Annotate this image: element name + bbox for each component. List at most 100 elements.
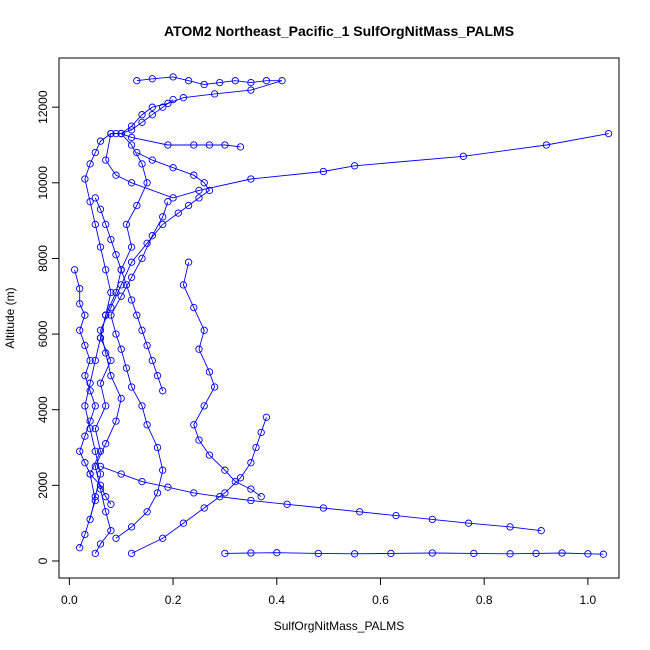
- data-point: [127, 243, 136, 251]
- data-point: [200, 402, 208, 410]
- data-point: [164, 99, 172, 108]
- data-point: [138, 160, 146, 168]
- data-point: [96, 326, 105, 334]
- data-point: [91, 402, 99, 410]
- data-point: [76, 300, 84, 308]
- data-point: [112, 251, 120, 259]
- data-point: [107, 527, 115, 535]
- data-point: [91, 148, 99, 157]
- data-point: [102, 493, 110, 501]
- data-point: [91, 447, 99, 455]
- data-point: [112, 417, 120, 425]
- data-point: [184, 201, 193, 210]
- data-point: [91, 424, 99, 433]
- data-point: [319, 167, 328, 176]
- data-point: [138, 111, 146, 119]
- data-point: [599, 550, 608, 558]
- data-point: [179, 519, 188, 527]
- y-axis: 0 2000 4000 6000 8000 10000 12000: [36, 90, 60, 564]
- series-group: [179, 258, 265, 501]
- data-point: [117, 129, 125, 138]
- data-point: [76, 544, 84, 552]
- series-group: [127, 413, 271, 558]
- data-point: [96, 334, 105, 342]
- data-point: [91, 220, 99, 229]
- data-point: [112, 330, 120, 338]
- data-point: [159, 466, 167, 474]
- data-point: [102, 156, 110, 164]
- data-point: [558, 549, 566, 557]
- data-point: [216, 493, 224, 501]
- data-point: [102, 220, 110, 229]
- x-tick-label: 0.6: [372, 593, 389, 607]
- plot-frame: [58, 57, 620, 579]
- data-point: [117, 266, 125, 274]
- data-point: [537, 527, 545, 535]
- series-group: [221, 549, 608, 558]
- data-point: [190, 489, 198, 497]
- data-point: [127, 549, 136, 558]
- data-point: [96, 379, 105, 387]
- data-point: [96, 462, 105, 471]
- data-point: [169, 95, 177, 104]
- data-point: [190, 421, 198, 429]
- data-point: [164, 483, 172, 491]
- data-point: [96, 470, 105, 478]
- data-point: [200, 80, 208, 89]
- y-tick-label: 10000: [36, 166, 50, 200]
- data-point: [148, 111, 156, 119]
- data-point: [107, 129, 115, 138]
- data-point: [138, 402, 146, 410]
- data-point: [205, 186, 214, 195]
- data-point: [117, 394, 125, 403]
- y-axis-label: Altitude (m): [3, 287, 17, 348]
- series-group: [117, 73, 286, 151]
- data-point: [428, 549, 436, 557]
- data-point: [117, 281, 125, 289]
- data-point: [200, 179, 208, 187]
- data-point: [216, 78, 224, 87]
- data-point: [542, 141, 551, 149]
- data-point: [117, 470, 125, 478]
- data-point: [221, 489, 229, 497]
- data-point: [86, 356, 94, 365]
- data-point: [143, 341, 151, 350]
- data-point: [247, 549, 255, 557]
- data-point: [356, 508, 364, 516]
- data-point: [70, 266, 79, 274]
- data-point: [102, 508, 110, 516]
- data-point: [169, 194, 177, 202]
- data-point: [86, 198, 94, 206]
- data-point: [86, 470, 94, 478]
- data-point: [190, 171, 198, 179]
- series-group: [91, 148, 214, 558]
- x-axis-label: SulfOrgNitMass_PALMS: [274, 619, 404, 633]
- data-point: [169, 164, 177, 172]
- data-point: [81, 432, 89, 440]
- data-point: [153, 372, 162, 380]
- data-point: [247, 175, 255, 183]
- series-line: [131, 417, 267, 554]
- data-point: [205, 141, 214, 149]
- data-point: [112, 534, 120, 542]
- series-group: [91, 194, 167, 395]
- data-point: [190, 303, 198, 312]
- data-point: [133, 201, 141, 210]
- data-point: [236, 474, 245, 482]
- data-point: [143, 508, 151, 516]
- data-point: [86, 417, 94, 425]
- y-tick-label: 0: [36, 557, 50, 564]
- data-point: [159, 103, 167, 111]
- y-tick-label: 8000: [36, 245, 50, 272]
- data-point: [252, 443, 260, 452]
- data-point: [148, 356, 156, 365]
- data-point: [506, 523, 514, 531]
- data-point: [81, 175, 89, 183]
- y-tick-label: 2000: [36, 472, 50, 499]
- data-point: [76, 447, 84, 455]
- data-point: [107, 372, 115, 380]
- data-point: [387, 549, 395, 558]
- data-point: [127, 126, 136, 134]
- data-point: [278, 77, 286, 85]
- series-line: [94, 197, 164, 391]
